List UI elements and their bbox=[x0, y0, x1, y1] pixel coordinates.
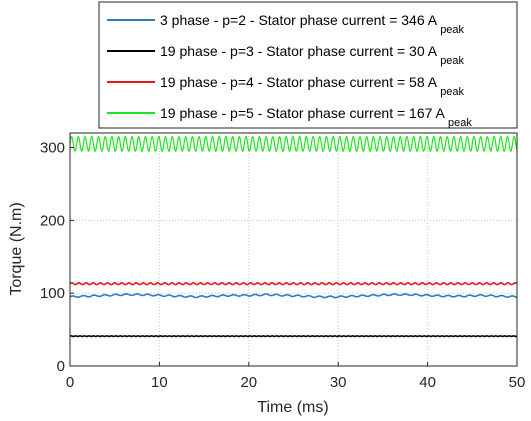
series-layer bbox=[69, 135, 518, 338]
plot-area bbox=[70, 133, 517, 366]
y-tick-label: 100 bbox=[40, 285, 65, 302]
y-tick-label: 0 bbox=[57, 358, 65, 375]
legend-box bbox=[98, 1, 518, 129]
x-tick-label: 40 bbox=[419, 374, 436, 391]
series-line-3 bbox=[69, 282, 518, 286]
plot-frame bbox=[69, 132, 518, 367]
x-tick-label: 10 bbox=[151, 374, 168, 391]
y-tick-label: 300 bbox=[40, 140, 65, 157]
y-axis-label: Torque (N.m) bbox=[8, 202, 25, 295]
y-tick-label: 200 bbox=[40, 212, 65, 229]
x-tick-label: 30 bbox=[330, 374, 347, 391]
x-tick-label: 50 bbox=[509, 374, 526, 391]
x-tick-label: 20 bbox=[240, 374, 257, 391]
series-line-2 bbox=[69, 335, 518, 338]
axis-ticks: 0 10 20 30 40 50 0 100 200 300 bbox=[40, 140, 525, 391]
series-line-4 bbox=[69, 135, 518, 153]
legend: 3 phase - p=2 - Stator phase current = 3… bbox=[98, 1, 518, 129]
x-axis-label: Time (ms) bbox=[257, 399, 328, 416]
series-line-1 bbox=[69, 293, 518, 299]
x-tick-label: 0 bbox=[66, 374, 74, 391]
